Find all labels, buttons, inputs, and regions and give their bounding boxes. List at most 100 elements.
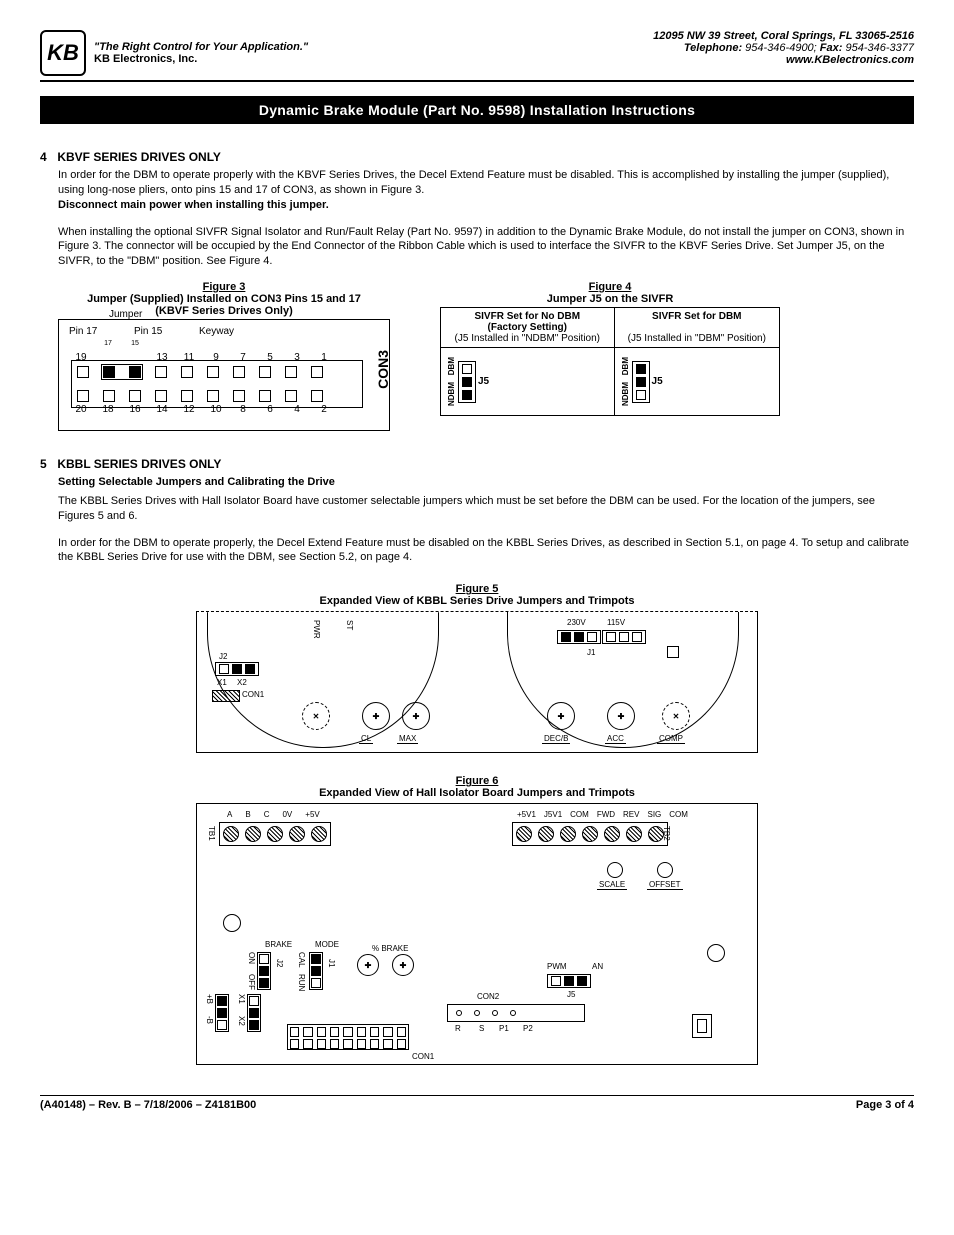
company-name: KB Electronics, Inc.	[94, 53, 308, 65]
figure-5-diagram: PWR ST J2 X1 X2 CON1 ✕ ✚ ✚ CL MAX 230V 1…	[196, 611, 758, 753]
terminal-icon	[311, 826, 327, 842]
fig4-dbm-label: DBM	[621, 357, 630, 375]
fig4-j5-label: J5	[652, 376, 663, 387]
fig3-jumper-label: Jumper	[109, 309, 142, 320]
fig4-c2-l1: SIVFR Set for DBM	[619, 311, 775, 322]
fig6-tl-labels: A B C 0V +5V	[227, 810, 320, 819]
trimpot-icon: ✚	[357, 954, 379, 976]
footer-right: Page 3 of 4	[856, 1099, 914, 1111]
fig6-j4-icon	[215, 994, 229, 1032]
terminal-icon	[223, 826, 239, 842]
jumper-pin-filled-icon	[462, 390, 472, 400]
section-4-p1-bold: Disconnect main power when installing th…	[58, 199, 329, 211]
fig5-comp: COMP	[657, 734, 685, 744]
section-4-p1-text: In order for the DBM to operate properly…	[58, 169, 889, 196]
trimpot-scale-icon	[607, 862, 623, 878]
header-left-text: "The Right Control for Your Application.…	[94, 41, 308, 65]
j5-jumper-icon	[458, 361, 476, 403]
fig6-s: S	[479, 1024, 484, 1033]
kb-logo-icon: KB	[40, 30, 86, 76]
header-left: KB "The Right Control for Your Applicati…	[40, 30, 308, 76]
fig6-pb: +B	[205, 994, 214, 1004]
fig6-an: AN	[592, 962, 603, 971]
fig6-bottom-conn-icon	[287, 1024, 409, 1050]
fig4-ndbm-label: NDBM	[621, 382, 630, 406]
page-header: KB "The Right Control for Your Applicati…	[40, 30, 914, 82]
figure-5: Figure 5 Expanded View of KBBL Series Dr…	[40, 583, 914, 753]
fig6-p2: P2	[523, 1024, 533, 1033]
fig6-tb1: TB1	[207, 826, 216, 841]
fig3-pin-border	[71, 360, 363, 408]
jumper-pin-icon	[462, 364, 472, 374]
fig6-cal: CAL	[297, 952, 306, 968]
figure-4: Figure 4 Jumper J5 on the SIVFR SIVFR Se…	[440, 281, 780, 416]
f6-tr1: J5V1	[544, 810, 562, 819]
fig6-p1: P1	[499, 1024, 509, 1033]
fig4-dbm-cell: DBM NDBM J5	[614, 348, 779, 416]
fig6-j2b: J2	[275, 959, 284, 967]
fig6-x2b: X2	[237, 1016, 246, 1026]
fig6-j2-icon	[257, 952, 271, 990]
section-5-title: KBBL SERIES DRIVES ONLY	[57, 457, 221, 471]
title-bar: Dynamic Brake Module (Part No. 9598) Ins…	[40, 96, 914, 124]
fig4-c2-l3: (J5 Installed in "DBM" Position)	[619, 333, 775, 344]
section-5-p1: The KBBL Series Drives with Hall Isolato…	[58, 494, 914, 524]
section-4-num: 4	[40, 150, 54, 164]
fig6-tr-labels: +5V1 J5V1 COM FWD REV SIG COM	[517, 810, 688, 819]
fig6-nb: -B	[205, 1016, 214, 1024]
fig6-r: R	[455, 1024, 461, 1033]
fig3-keyway-label: Keyway	[199, 326, 234, 337]
figure-3: Figure 3 Jumper (Supplied) Installed on …	[58, 281, 390, 431]
website: www.KBelectronics.com	[653, 54, 914, 66]
fig5-cl: CL	[359, 734, 373, 744]
fig6-component-icon	[692, 1014, 712, 1038]
fig4-c1-l2: (Factory Setting)	[445, 322, 610, 333]
fig6-run: RUN	[297, 974, 306, 991]
section-5-p2: In order for the DBM to operate properly…	[58, 536, 914, 566]
f6-tr5: SIG	[647, 810, 661, 819]
fig6-j3-icon	[247, 994, 261, 1032]
mounting-hole-icon	[707, 944, 725, 962]
section-4-title: KBVF SERIES DRIVES ONLY	[57, 150, 221, 164]
figure-6-diagram: A B C 0V +5V TB1 +5V1 J5V1 COM FWD REV S…	[196, 803, 758, 1065]
f6-tr2: COM	[570, 810, 589, 819]
mounting-hole-icon	[223, 914, 241, 932]
fax-label: Fax:	[820, 42, 843, 54]
fig6-con2-icon	[447, 1004, 585, 1022]
figure-6-title: Figure 6	[40, 775, 914, 787]
fig3-con3-label: CON3	[375, 350, 391, 389]
terminal-icon	[626, 826, 642, 842]
address: 12095 NW 39 Street, Coral Springs, FL 33…	[653, 30, 914, 42]
figure-4-sub: Jumper J5 on the SIVFR	[440, 293, 780, 305]
figure-4-table: SIVFR Set for No DBM (Factory Setting) (…	[440, 307, 780, 416]
fig6-j5: J5	[567, 990, 575, 999]
fig4-dbm-label: DBM	[447, 357, 456, 375]
f6-tl0: A	[227, 810, 232, 819]
figures-3-4-row: Figure 3 Jumper (Supplied) Installed on …	[58, 281, 914, 431]
terminal-icon	[289, 826, 305, 842]
fig6-mode: MODE	[315, 940, 339, 949]
figure-5-sub: Expanded View of KBBL Series Drive Jumpe…	[40, 595, 914, 607]
fig4-col2-head: SIVFR Set for DBM (J5 Installed in "DBM"…	[614, 308, 779, 348]
f6-tr6: COM	[669, 810, 688, 819]
fig3-pin17-label: Pin 17	[69, 326, 97, 337]
fig6-j1-icon	[309, 952, 323, 990]
fig3-pin15-label: Pin 15	[134, 326, 162, 337]
fig5-acc: ACC	[605, 734, 626, 744]
section-4: 4 KBVF SERIES DRIVES ONLY In order for t…	[40, 150, 914, 431]
jumper-pin-filled-icon	[636, 364, 646, 374]
fig3-tl-1: 17	[102, 340, 114, 351]
section-5: 5 KBBL SERIES DRIVES ONLY Setting Select…	[40, 457, 914, 1065]
jumper-pin-icon	[636, 390, 646, 400]
phone-label: Telephone:	[684, 42, 742, 54]
figure-3-diagram: Pin 17 Pin 15 Jumper Keyway CON3 19 17 1…	[58, 319, 390, 431]
fig4-col1-head: SIVFR Set for No DBM (Factory Setting) (…	[441, 308, 615, 348]
terminal-icon	[582, 826, 598, 842]
terminal-icon	[604, 826, 620, 842]
trimpot-offset-icon	[657, 862, 673, 878]
f6-tr3: FWD	[597, 810, 615, 819]
fig5-decb: DEC/B	[542, 734, 570, 744]
fig6-j5-icon	[547, 974, 591, 988]
figure-5-title: Figure 5	[40, 583, 914, 595]
f6-tl1: B	[245, 810, 250, 819]
